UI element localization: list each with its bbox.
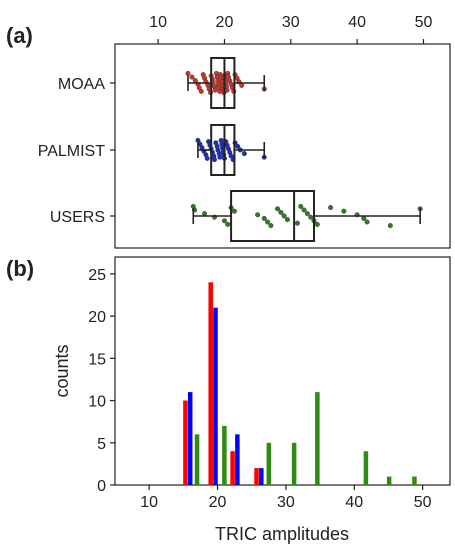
data-point bbox=[217, 154, 223, 160]
panel-b: (b) 10 20 30 40 50 0 5 10 15 20 25 TRIC amplitude… bbox=[6, 256, 451, 544]
b-y-tick-label: 15 bbox=[88, 351, 106, 368]
panel-b-label: (b) bbox=[6, 256, 34, 281]
data-point bbox=[294, 220, 300, 226]
y-axis-label: counts bbox=[52, 344, 72, 397]
b-y-tick-label: 20 bbox=[88, 309, 106, 326]
data-point bbox=[364, 219, 370, 225]
histogram-bar bbox=[213, 307, 218, 485]
a-x-tick-label: 30 bbox=[282, 14, 300, 31]
panel-b-frame bbox=[114, 256, 451, 486]
a-x-tick-label: 20 bbox=[216, 14, 234, 31]
b-x-tick-label: 30 bbox=[277, 494, 295, 511]
data-point bbox=[265, 219, 271, 225]
b-x-tick-label: 40 bbox=[345, 494, 363, 511]
panel-a-boxes bbox=[187, 57, 421, 242]
data-point bbox=[225, 221, 231, 227]
box-palmist bbox=[197, 124, 266, 176]
histogram-bar bbox=[259, 468, 264, 485]
histogram-bar bbox=[194, 434, 200, 485]
a-x-tick-label: 40 bbox=[348, 14, 366, 31]
panel-a-x-axis: 10 20 30 40 50 bbox=[149, 14, 432, 44]
histogram-bar bbox=[208, 282, 213, 485]
histogram-bar bbox=[386, 476, 392, 485]
data-point bbox=[284, 217, 290, 223]
histogram-bar bbox=[266, 442, 272, 485]
histogram-bar bbox=[187, 392, 193, 485]
histogram-bar bbox=[315, 392, 320, 485]
data-point bbox=[304, 211, 310, 217]
data-point bbox=[235, 143, 241, 149]
histogram-bar bbox=[230, 451, 235, 485]
data-point bbox=[328, 205, 334, 211]
b-x-tick-label: 20 bbox=[209, 494, 227, 511]
data-point bbox=[231, 208, 237, 214]
histogram-bar bbox=[254, 468, 259, 485]
b-y-tick-label: 10 bbox=[88, 394, 106, 411]
panel-a-points bbox=[185, 70, 423, 229]
histogram-bar bbox=[363, 451, 369, 485]
x-axis-label: TRIC amplitudes bbox=[215, 524, 349, 544]
b-x-tick-label: 50 bbox=[414, 494, 432, 511]
box-iqr bbox=[210, 57, 236, 109]
data-point bbox=[301, 207, 307, 213]
data-point bbox=[212, 87, 218, 93]
panel-a-frame bbox=[114, 43, 451, 249]
data-point bbox=[255, 212, 261, 218]
data-point bbox=[268, 223, 274, 229]
data-point bbox=[275, 206, 281, 212]
data-point bbox=[278, 209, 284, 215]
histogram-bar bbox=[412, 476, 417, 485]
data-point bbox=[221, 218, 227, 224]
category-label: MOAA bbox=[58, 76, 105, 93]
data-point bbox=[298, 203, 304, 209]
data-point bbox=[224, 87, 230, 93]
data-point bbox=[281, 213, 287, 219]
histogram-bar bbox=[222, 425, 227, 485]
data-point bbox=[387, 223, 393, 229]
data-point bbox=[198, 88, 204, 94]
box-users bbox=[192, 190, 421, 242]
panel-a: (a) 10 20 30 40 50 MOAA PALMIST USERS bbox=[6, 14, 451, 249]
data-point bbox=[341, 208, 347, 214]
panel-b-y-axis: 0 5 10 15 20 25 bbox=[88, 267, 115, 495]
panel-b-bars bbox=[183, 282, 417, 485]
data-point bbox=[261, 215, 267, 221]
histogram-bar bbox=[291, 442, 297, 485]
data-point bbox=[308, 214, 314, 220]
panel-a-categories: MOAA PALMIST USERS bbox=[38, 76, 115, 226]
histogram-bar bbox=[183, 400, 188, 485]
panel-a-label: (a) bbox=[6, 23, 33, 48]
b-y-tick-label: 25 bbox=[88, 267, 106, 284]
histogram-bar bbox=[235, 434, 240, 485]
b-x-tick-label: 10 bbox=[140, 494, 158, 511]
data-point bbox=[241, 151, 247, 157]
b-y-tick-label: 0 bbox=[97, 478, 106, 495]
box-moaa bbox=[187, 57, 266, 109]
data-point bbox=[204, 155, 210, 161]
a-x-tick-label: 10 bbox=[149, 14, 167, 31]
data-point bbox=[212, 157, 218, 163]
category-label: USERS bbox=[50, 209, 105, 226]
box-iqr bbox=[210, 124, 236, 176]
category-label: PALMIST bbox=[38, 143, 106, 160]
data-point bbox=[189, 74, 195, 80]
a-x-tick-label: 50 bbox=[415, 14, 433, 31]
box-iqr bbox=[230, 190, 316, 242]
data-point bbox=[314, 221, 320, 227]
panel-b-x-axis: 10 20 30 40 50 bbox=[140, 485, 432, 511]
b-y-tick-label: 5 bbox=[97, 436, 106, 453]
